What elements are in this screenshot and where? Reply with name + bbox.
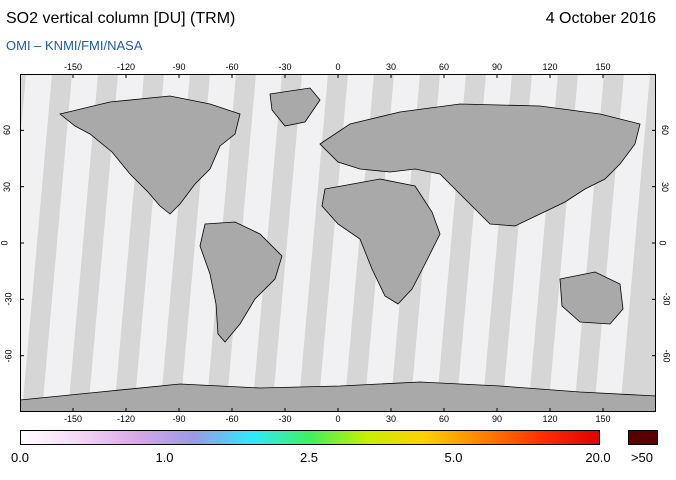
lat-tick-label: 30 — [2, 181, 13, 192]
lat-tick-label: 30 — [660, 181, 671, 192]
orbit-swaths — [20, 74, 650, 412]
colorbar-tick-label: 20.0 — [585, 450, 611, 465]
lon-tick-label: 90 — [491, 414, 503, 424]
lon-tick-label: 30 — [385, 414, 397, 424]
data-credit: OMI – KNMI/FMI/NASA — [6, 38, 143, 53]
lon-tick-label: 0 — [335, 62, 341, 72]
colorbar-tick-label: 0.0 — [10, 450, 30, 465]
north-america — [59, 95, 241, 215]
map-ticks — [20, 74, 656, 412]
lat-tick-label: 60 — [660, 125, 671, 136]
orbit-swath — [594, 74, 650, 412]
lon-tick-label: 120 — [542, 62, 558, 72]
map-canvas — [20, 74, 656, 412]
land-masses — [20, 87, 656, 412]
lon-tick-label: -60 — [225, 414, 239, 424]
lat-tick-label: -30 — [661, 292, 672, 306]
lon-tick-label: -120 — [116, 414, 136, 424]
lat-tick-label: 0 — [0, 240, 10, 246]
lon-tick-label: 0 — [335, 414, 341, 424]
lon-tick-label: 150 — [595, 62, 611, 72]
map-title: SO2 vertical column [DU] (TRM) — [6, 10, 236, 27]
so2-map — [20, 74, 656, 412]
greenland — [269, 87, 321, 127]
lon-tick-label: -120 — [116, 62, 136, 72]
orbit-swath — [272, 74, 328, 412]
colorbar — [20, 430, 600, 445]
south-america — [199, 221, 283, 343]
lon-tick-label: 120 — [542, 414, 558, 424]
lon-tick-label: 30 — [385, 62, 397, 72]
map-date: 4 October 2016 — [545, 10, 656, 27]
lon-tick-label: 90 — [491, 62, 503, 72]
colorbar-tick-label: 5.0 — [444, 450, 463, 465]
eurasia — [319, 103, 641, 227]
lon-tick-label: 60 — [438, 62, 450, 72]
lat-tick-label: 60 — [2, 125, 13, 136]
lon-tick-label: -30 — [278, 414, 292, 424]
africa — [321, 178, 441, 305]
colorbar-tick-label: 1.0 — [155, 450, 174, 465]
antarctica — [20, 381, 656, 412]
orbit-swath — [42, 74, 98, 412]
lon-tick-label: -60 — [225, 62, 239, 72]
colorbar-overflow-swatch — [628, 430, 658, 445]
orbit-swath — [20, 74, 52, 412]
lon-tick-label: -150 — [63, 62, 83, 72]
lon-tick-label: -150 — [63, 414, 83, 424]
lon-tick-label: 60 — [438, 414, 450, 424]
lat-tick-label: 0 — [657, 240, 668, 246]
lat-tick-label: -30 — [3, 292, 14, 306]
colorbar-tick-label: 2.5 — [299, 450, 319, 465]
lon-tick-label: 150 — [595, 414, 611, 424]
lon-tick-label: -90 — [172, 62, 186, 72]
lon-tick-label: -90 — [172, 414, 186, 424]
lat-tick-label: -60 — [3, 349, 14, 363]
lon-tick-label: -30 — [278, 62, 292, 72]
lat-tick-label: -60 — [661, 349, 672, 363]
australia — [559, 271, 624, 325]
colorbar-overflow-label: >50 — [630, 450, 654, 465]
